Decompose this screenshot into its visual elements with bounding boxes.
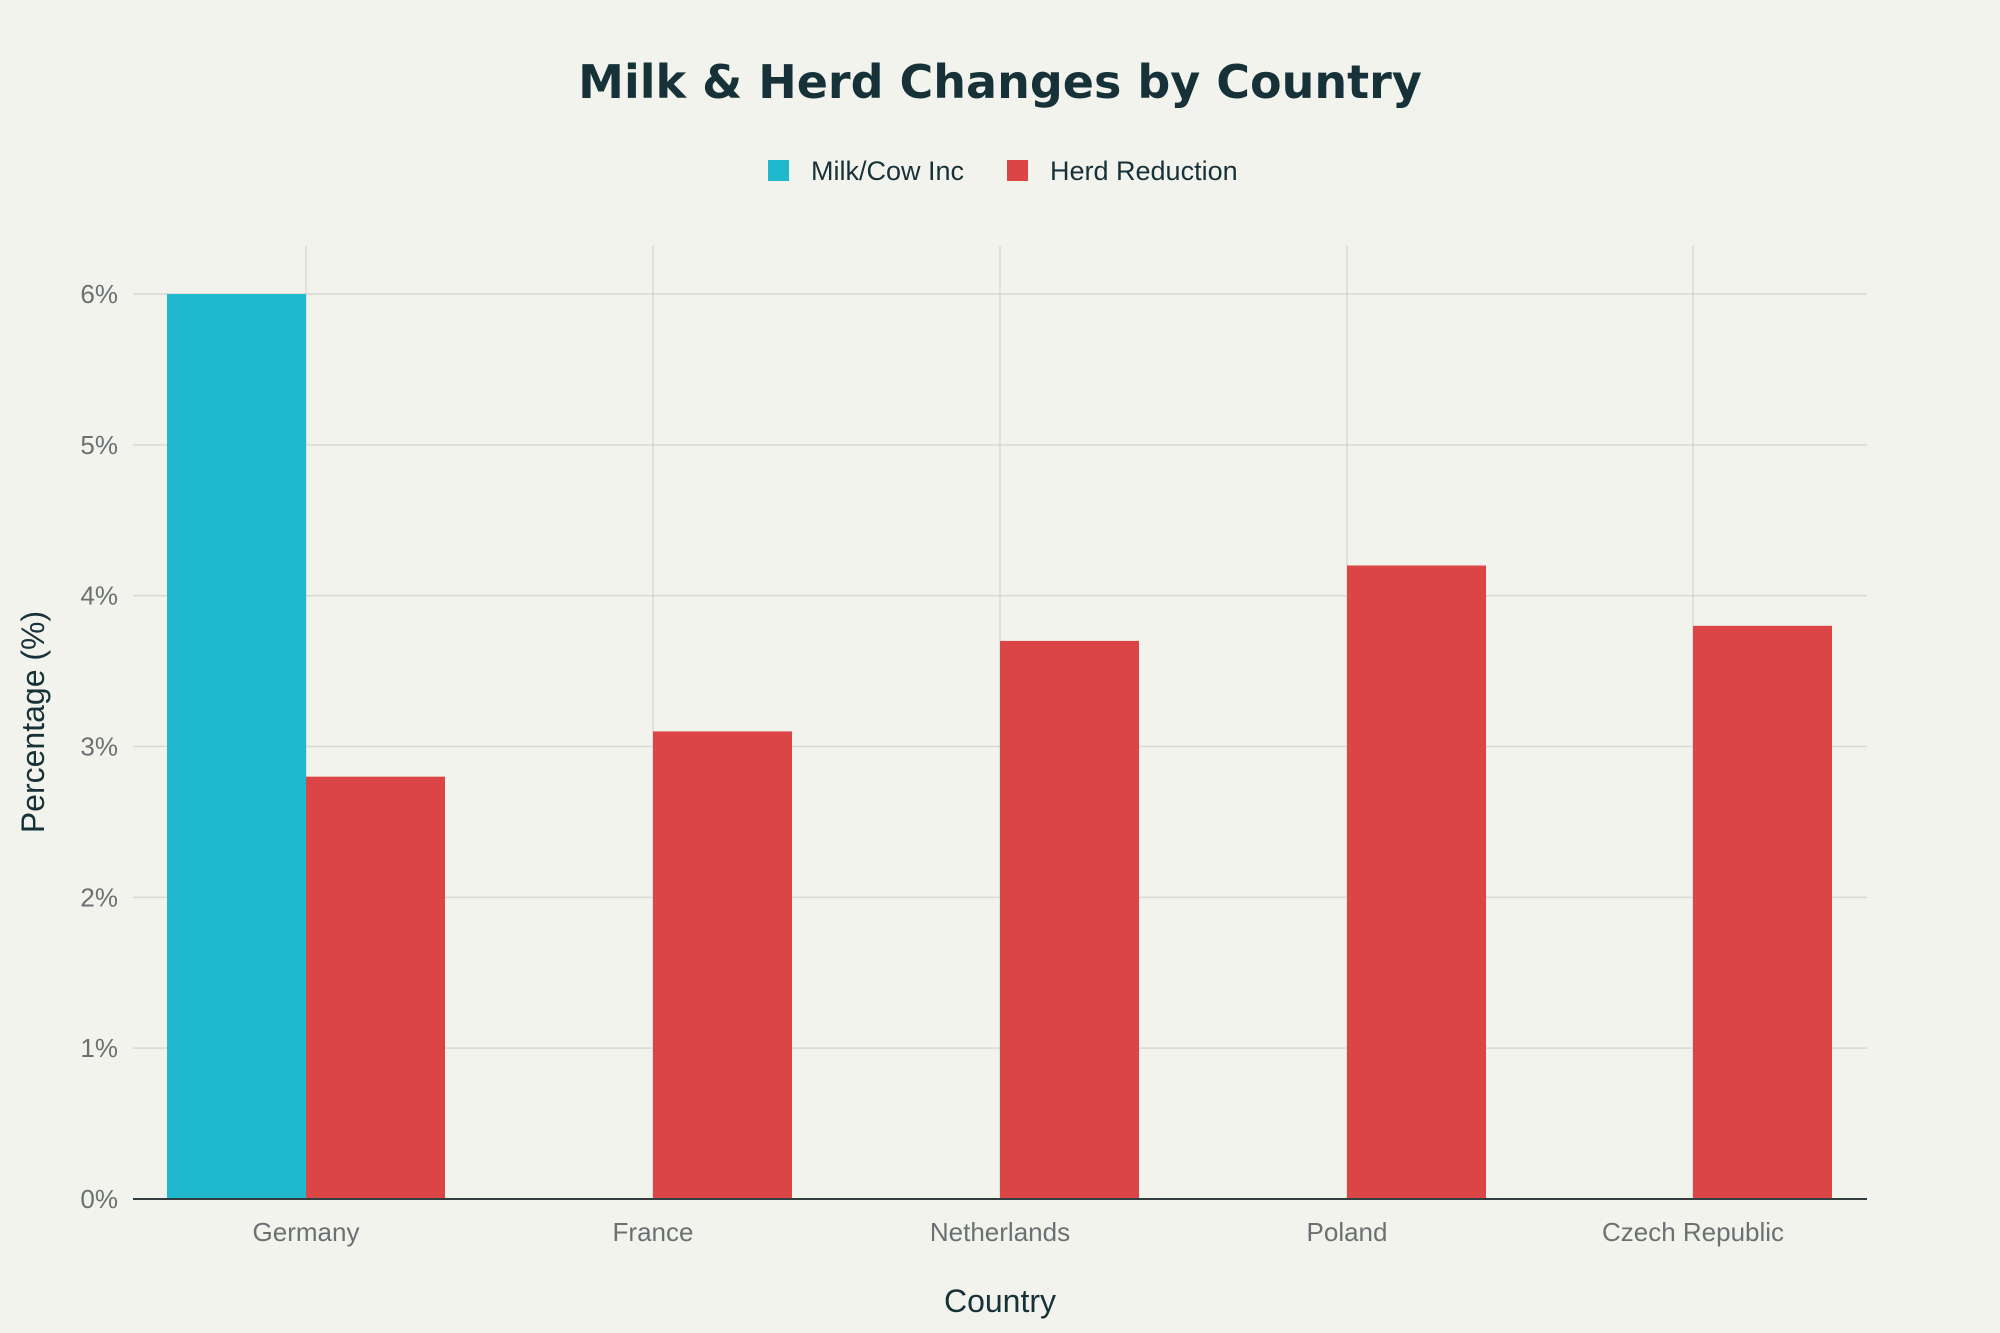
y-tick-label: 2% (80, 882, 118, 912)
x-tick-label: Czech Republic (1602, 1217, 1784, 1247)
legend-swatch-herd (1007, 160, 1028, 181)
legend-swatch-milk (768, 160, 789, 181)
y-tick-label: 4% (80, 581, 118, 611)
legend-label-milk: Milk/Cow Inc (811, 156, 964, 186)
y-axis-ticks: 0% 1% 2% 3% 4% 5% 6% (80, 279, 118, 1214)
x-tick-label: Netherlands (930, 1217, 1070, 1247)
y-tick-label: 0% (80, 1184, 118, 1214)
bar-milk-germany[interactable] (167, 294, 306, 1199)
chart-title: Milk & Herd Changes by Country (578, 55, 1422, 109)
legend: Milk/Cow Inc Herd Reduction (768, 156, 1238, 186)
x-tick-label: France (613, 1217, 694, 1247)
bar-herd-france[interactable] (653, 731, 792, 1199)
y-tick-label: 1% (80, 1033, 118, 1063)
bar-herd-poland[interactable] (1347, 565, 1486, 1200)
x-tick-label: Germany (253, 1217, 360, 1247)
bars (167, 294, 1832, 1199)
y-tick-label: 3% (80, 732, 118, 762)
bar-herd-czech-republic[interactable] (1693, 625, 1832, 1199)
y-tick-label: 5% (80, 430, 118, 460)
bar-herd-netherlands[interactable] (1000, 640, 1139, 1199)
x-tick-label: Poland (1307, 1217, 1388, 1247)
legend-label-herd: Herd Reduction (1050, 156, 1238, 186)
y-axis-title: Percentage (%) (15, 611, 51, 833)
y-tick-label: 6% (80, 279, 118, 309)
bar-herd-germany[interactable] (306, 776, 445, 1199)
x-axis-ticks: Germany France Netherlands Poland Czech Repu… (253, 1217, 1785, 1247)
x-axis-title: Country (944, 1283, 1056, 1319)
